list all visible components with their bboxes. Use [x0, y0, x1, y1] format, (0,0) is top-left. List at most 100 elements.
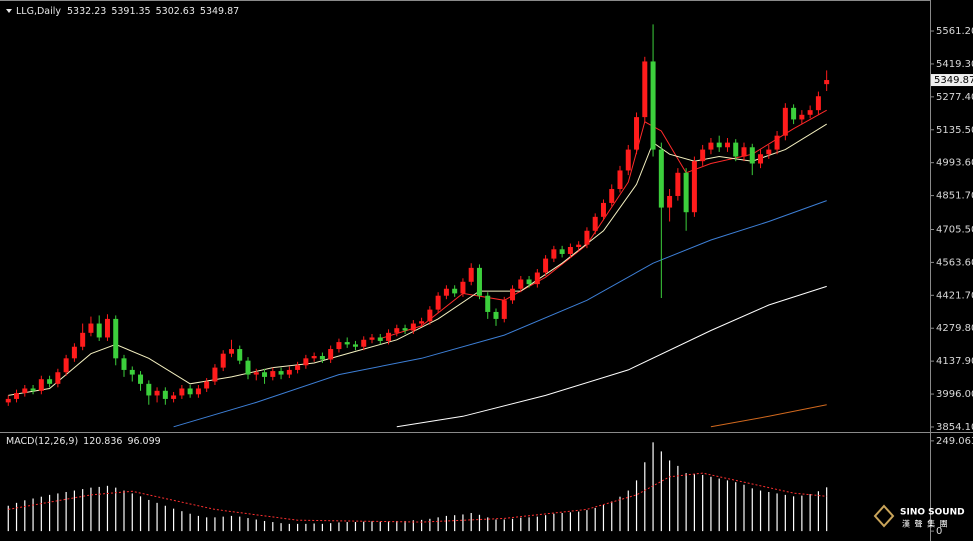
- macd-header: MACD(12,26,9) 120.836 96.099: [6, 436, 161, 447]
- candle-body: [468, 267, 474, 282]
- candle-body: [584, 230, 590, 245]
- candle-body: [38, 379, 44, 391]
- candle-body: [303, 358, 309, 366]
- candle-body: [104, 318, 110, 338]
- candle-body: [617, 170, 623, 190]
- candle-body: [253, 372, 259, 375]
- high-readout: 5391.35: [111, 6, 150, 17]
- candle-body: [286, 369, 292, 375]
- candle-body: [534, 272, 540, 285]
- candle-body: [600, 202, 606, 217]
- candle-body: [452, 288, 458, 294]
- candle-body: [551, 249, 557, 259]
- candle-body: [195, 388, 201, 395]
- candle-body: [691, 161, 697, 213]
- candle-body: [14, 393, 20, 399]
- candle-body: [30, 388, 36, 391]
- candle-body: [410, 323, 416, 331]
- y-tick-label: 4137.90: [936, 356, 973, 367]
- y-tick-label: 5135.50: [936, 125, 973, 136]
- candle-body: [683, 172, 689, 213]
- candle-body: [361, 339, 367, 347]
- menu-arrow: [6, 9, 12, 13]
- candle-body: [658, 149, 664, 208]
- candle-body: [766, 149, 772, 155]
- candle-body: [807, 110, 813, 115]
- moving-average: [710, 404, 827, 428]
- y-tick-label: 4851.70: [936, 191, 973, 202]
- candle-body: [435, 295, 441, 310]
- candle-body: [162, 390, 168, 399]
- chart-title: LLG,Daily: [16, 6, 61, 17]
- candle-body: [634, 117, 640, 150]
- candle-body: [476, 267, 482, 296]
- y-tick-label: 3996.00: [936, 389, 973, 400]
- candle-body: [402, 328, 408, 331]
- y-tick-label: 5561.20: [936, 26, 973, 37]
- candle-body: [187, 388, 193, 395]
- moving-average: [8, 123, 827, 396]
- candle-body: [559, 249, 565, 254]
- candle-body: [171, 395, 177, 399]
- chart-header: LLG,Daily 5332.23 5391.35 5302.63 5349.87: [16, 6, 239, 17]
- candle-body: [716, 142, 722, 148]
- moving-average: [173, 200, 827, 428]
- candle-body: [567, 247, 573, 254]
- candle-body: [88, 323, 94, 333]
- candle-body: [799, 114, 805, 120]
- candle-body: [510, 288, 516, 301]
- candle-body: [55, 372, 61, 384]
- candle-body: [394, 328, 400, 333]
- candle-body: [344, 342, 350, 345]
- candle-body: [700, 149, 706, 162]
- candle-body: [609, 189, 615, 203]
- candle-body: [675, 172, 681, 196]
- candle-body: [460, 281, 466, 294]
- y-tick-label: 3854.10: [936, 422, 973, 433]
- candle-body: [782, 107, 788, 136]
- signal-readout: 96.099: [127, 436, 160, 447]
- candle-body: [270, 371, 276, 377]
- candle-body: [642, 61, 648, 118]
- y-tick-label: 0: [936, 526, 942, 537]
- candle-body: [154, 390, 160, 396]
- candle-body: [319, 356, 325, 360]
- candle-body: [237, 349, 243, 361]
- candle-body: [377, 337, 383, 341]
- y-tick-label: 4705.50: [936, 224, 973, 235]
- logo: SINO SOUND 漢 聲 集 團: [873, 504, 965, 529]
- candle-body: [485, 295, 491, 312]
- candle-body: [22, 388, 28, 394]
- candle-body: [121, 358, 127, 370]
- macd-readout: 120.836: [83, 436, 122, 447]
- candle-body: [741, 147, 747, 157]
- candle-body: [650, 61, 656, 150]
- close-readout: 5349.87: [200, 6, 239, 17]
- logo-brand-cn: 漢 聲 集 團: [902, 519, 949, 529]
- candle-body: [526, 279, 532, 285]
- y-tick-label: 4279.80: [936, 323, 973, 334]
- candle-body: [138, 374, 144, 384]
- open-readout: 5332.23: [67, 6, 106, 17]
- candle-body: [501, 300, 507, 319]
- y-tick-label: 4993.60: [936, 158, 973, 169]
- candle-body: [427, 309, 433, 322]
- logo-brand: SINO SOUND: [900, 508, 965, 518]
- candle-body: [328, 349, 334, 360]
- candle-body: [204, 381, 210, 389]
- current-price-label: 5349.87: [934, 75, 973, 86]
- candle-body: [758, 154, 764, 164]
- candle-body: [220, 353, 226, 368]
- candle-body: [245, 360, 251, 375]
- candle-body: [47, 379, 53, 384]
- logo-mark: [873, 504, 895, 528]
- candle-body: [824, 80, 830, 85]
- candle-body: [774, 135, 780, 150]
- low-readout: 5302.63: [156, 6, 195, 17]
- candle-body: [369, 337, 375, 340]
- candle-body: [791, 107, 797, 120]
- candle-body: [5, 398, 11, 403]
- candle-body: [71, 346, 77, 359]
- y-tick-label: 4563.60: [936, 257, 973, 268]
